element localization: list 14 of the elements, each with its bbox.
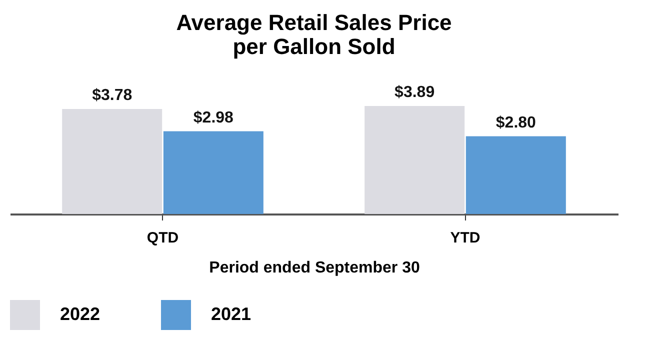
- legend-label: 2021: [211, 304, 252, 324]
- data-label: $3.78: [92, 87, 132, 104]
- data-label: $2.80: [496, 114, 536, 132]
- data-label: $2.98: [193, 109, 234, 126]
- data-label: $3.89: [394, 84, 435, 101]
- x-tick-label: YTD: [450, 230, 480, 246]
- legend-label: 2022: [60, 304, 100, 324]
- chart-title: Average Retail Sales Price per Gallon Sold: [176, 10, 452, 59]
- bar: [62, 109, 162, 214]
- bar: [364, 106, 465, 214]
- x-axis-title: Period ended September 30: [209, 260, 420, 276]
- bar: [163, 131, 264, 214]
- x-tick-label: QTD: [146, 230, 179, 246]
- bar: [466, 136, 566, 214]
